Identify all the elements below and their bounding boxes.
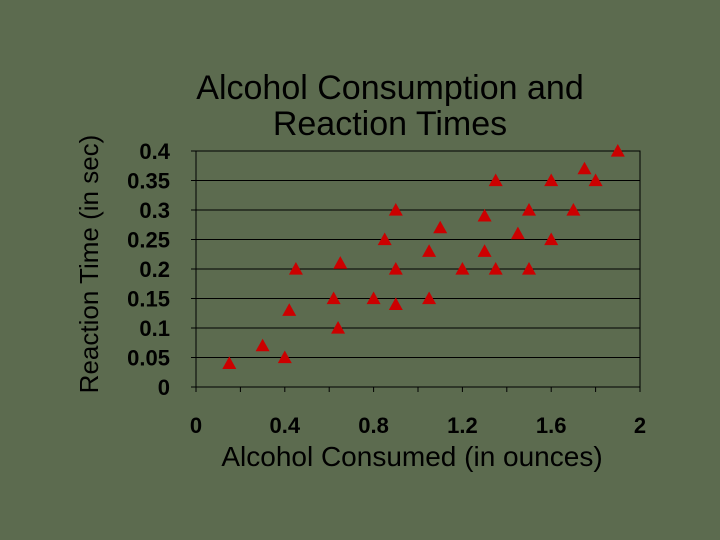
data-point-triangle xyxy=(422,291,437,305)
y-tick-label: 0.15 xyxy=(127,287,170,312)
y-tick-label: 0 xyxy=(158,375,170,400)
chart-title-line-1: Alcohol Consumption and xyxy=(196,69,583,107)
data-point-triangle xyxy=(477,244,492,257)
x-tick-label: 0 xyxy=(190,413,202,438)
data-point-triangle xyxy=(388,297,403,310)
data-point-triangle xyxy=(455,262,470,275)
data-point-triangle xyxy=(577,161,592,175)
data-point-triangle xyxy=(522,203,536,216)
data-point-triangle xyxy=(288,262,303,275)
plot-area: 0 0.4 0.8 1.2 1.6 2 0 0.05 0.1 0.15 0.2 0.25 0.3 0.3… xyxy=(127,139,646,438)
data-point-triangle xyxy=(366,291,381,305)
data-point-triangle xyxy=(544,173,559,187)
y-tick-label: 0.1 xyxy=(139,316,170,341)
y-tick-label: 0.2 xyxy=(139,257,170,282)
data-point-triangle xyxy=(488,262,503,275)
x-ticks: 0 0.4 0.8 1.2 1.6 2 xyxy=(190,387,646,438)
y-tick-label: 0.25 xyxy=(127,228,170,253)
x-tick-label: 2 xyxy=(634,413,646,438)
y-tick-label: 0.35 xyxy=(127,169,170,194)
data-point-triangle xyxy=(277,350,292,364)
data-point-triangle xyxy=(388,203,403,216)
data-point-triangle xyxy=(510,226,525,240)
y-tick-label: 0.3 xyxy=(139,198,170,223)
data-points xyxy=(222,144,625,369)
data-point-triangle xyxy=(282,303,297,316)
data-point-triangle xyxy=(433,220,448,234)
data-point-triangle xyxy=(255,338,270,352)
chart-title-line-2: Reaction Times xyxy=(273,105,507,143)
data-point-triangle xyxy=(331,321,346,334)
y-axis-label: Reaction Time (in sec) xyxy=(74,135,104,394)
gridlines xyxy=(196,180,640,358)
y-tick-label: 0.05 xyxy=(127,346,170,371)
x-tick-label: 0.4 xyxy=(270,413,301,438)
x-axis-label: Alcohol Consumed (in ounces) xyxy=(221,441,602,472)
data-point-triangle xyxy=(326,291,341,305)
data-point-triangle xyxy=(522,262,536,275)
x-tick-label: 1.6 xyxy=(536,413,567,438)
y-ticks: 0 0.05 0.1 0.15 0.2 0.25 0.3 0.35 0.4 xyxy=(127,139,196,400)
data-point-triangle xyxy=(488,173,503,187)
data-point-triangle xyxy=(566,203,581,216)
x-tick-label: 0.8 xyxy=(358,413,389,438)
data-point-triangle xyxy=(333,256,348,269)
x-tick-label: 1.2 xyxy=(447,413,478,438)
data-point-triangle xyxy=(588,173,603,187)
data-point-triangle xyxy=(477,208,492,222)
y-tick-label: 0.4 xyxy=(139,139,170,164)
data-point-triangle xyxy=(377,232,392,246)
data-point-triangle xyxy=(610,144,625,157)
data-point-triangle xyxy=(388,262,403,275)
data-point-triangle xyxy=(544,232,559,246)
data-point-triangle xyxy=(222,356,237,369)
data-point-triangle xyxy=(422,244,437,257)
